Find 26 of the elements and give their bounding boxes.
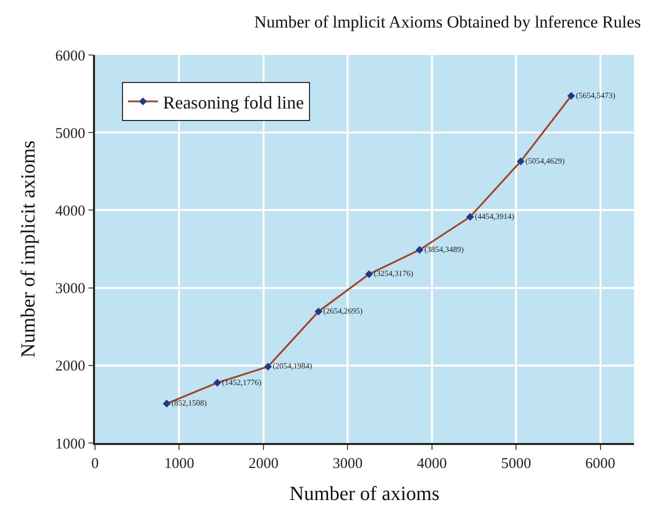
legend-label: Reasoning fold line [162,92,304,112]
chart-title: Number of lmplicit Axioms Obtained by lnference Rules [254,12,641,32]
y-tick-label: 2000 [55,358,86,375]
data-label: (2654,2695) [323,306,363,316]
y-tick-label: 4000 [55,203,86,220]
data-label: (4454,3914) [474,212,515,221]
x-axis-title: Number of axioms [290,482,440,505]
y-tick-label: 3000 [55,281,86,298]
x-tick-label: 1000 [164,456,194,472]
y-tick-label: 5000 [55,126,86,142]
y-axis-title: Number of implicit axioms [17,140,40,358]
data-label: (2054,1984) [272,362,312,371]
data-label: (852,1508) [172,398,208,408]
x-tick-label: 6000 [585,456,616,472]
y-tick-label: 6000 [55,48,86,64]
x-tick-label: 0 [91,456,99,472]
data-label: (3854,3489) [424,244,464,254]
data-label: (5654,5473) [576,90,616,100]
x-tick-label: 2000 [248,456,278,472]
data-label: (1452,1776) [222,378,262,387]
data-label: (3254,3176) [374,269,414,278]
data-label: (5054,4629) [525,156,566,166]
x-tick-label: 5000 [501,456,532,472]
y-tick-label: 1000 [55,436,86,452]
x-tick-label: 4000 [416,456,447,472]
x-tick-label: 3000 [332,456,363,472]
